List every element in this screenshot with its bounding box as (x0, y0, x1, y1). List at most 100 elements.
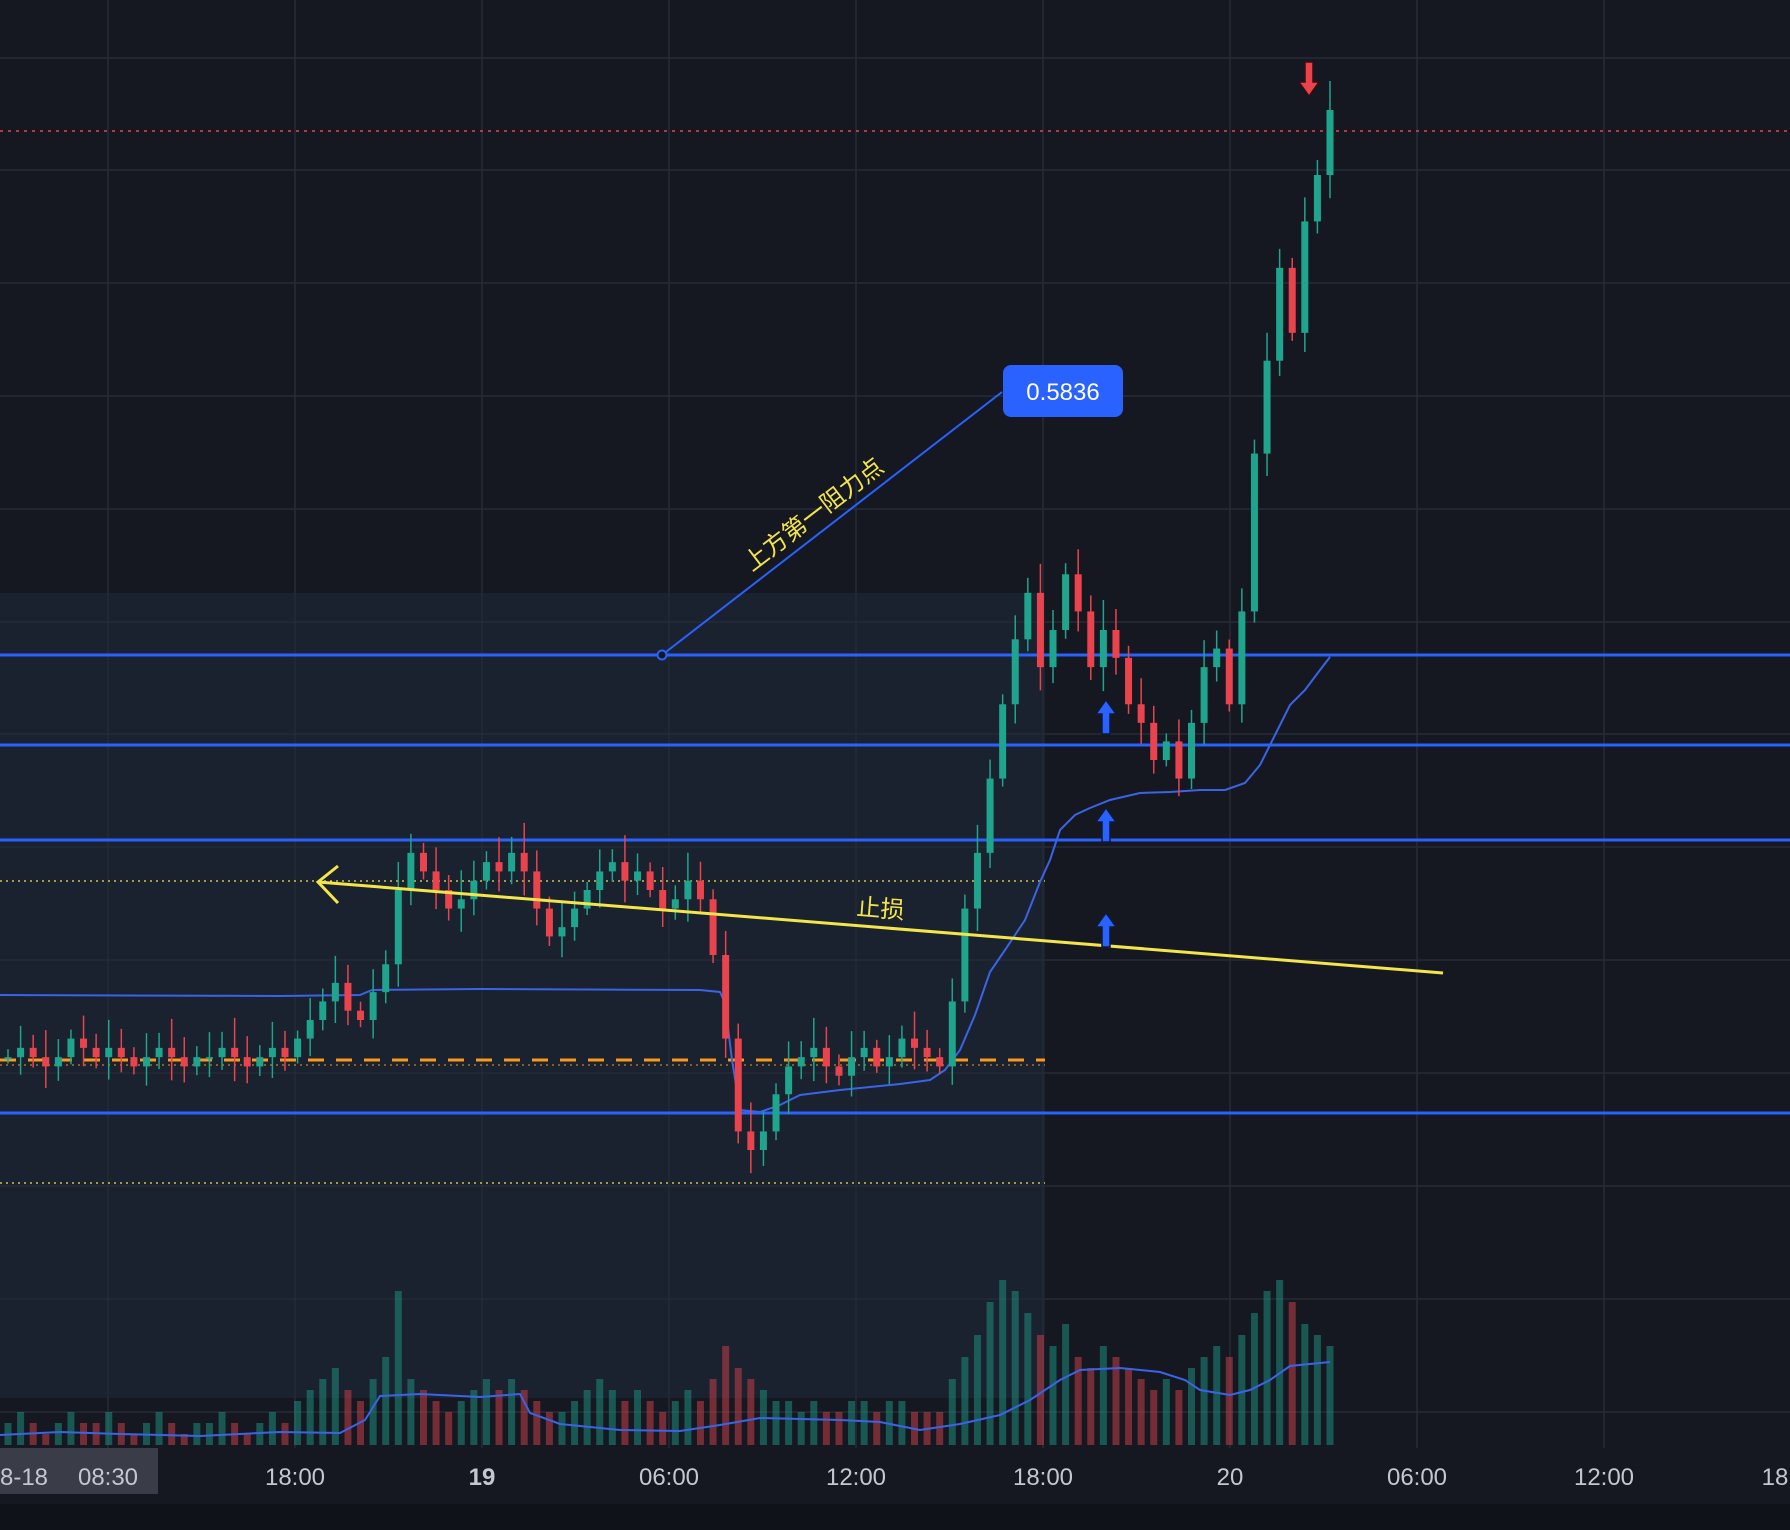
volume-bar (1099, 1346, 1107, 1445)
volume-bar (1276, 1280, 1284, 1445)
volume-bar (294, 1401, 302, 1445)
candle (281, 1030, 289, 1071)
volume-bar (1074, 1357, 1082, 1445)
candle (558, 901, 566, 958)
volume-bar (1175, 1390, 1183, 1445)
volume-bar (747, 1379, 755, 1445)
volume-bar (1301, 1324, 1309, 1445)
candle (873, 1039, 881, 1073)
candle (1188, 709, 1196, 789)
candle (1263, 332, 1271, 476)
crosshair-date-label-bg (0, 1448, 158, 1494)
volume-bar (243, 1434, 251, 1445)
candle (369, 969, 377, 1039)
volume-bar (848, 1401, 856, 1445)
volume-bar (898, 1401, 906, 1445)
stop-loss-line[interactable] (317, 880, 1444, 975)
up-arrow-icon[interactable] (1094, 806, 1118, 843)
candle (785, 1041, 793, 1115)
volume-bar (445, 1412, 453, 1445)
candle (1049, 610, 1057, 684)
volume-bar (696, 1401, 704, 1445)
candle (457, 870, 465, 932)
candle (394, 862, 402, 987)
volume-bar (948, 1379, 956, 1445)
candle (885, 1035, 893, 1085)
candle (1099, 600, 1107, 692)
candle (722, 931, 730, 1058)
candle (117, 1028, 125, 1073)
up-arrow-icon[interactable] (1094, 698, 1118, 735)
resistance-anchor-point[interactable] (656, 649, 668, 661)
candle (508, 836, 516, 885)
candle (407, 833, 415, 906)
candle (218, 1031, 226, 1070)
volume-bar (130, 1434, 138, 1445)
volume-bar (734, 1368, 742, 1445)
time-axis-tick-label: 12:00 (826, 1464, 886, 1491)
volume-bar (419, 1390, 427, 1445)
candle (986, 759, 994, 869)
volume-bar (369, 1379, 377, 1445)
volume-bar (1250, 1313, 1258, 1445)
volume-bar (306, 1390, 314, 1445)
volume-bar (1225, 1357, 1233, 1445)
volume-bar (583, 1390, 591, 1445)
candle (256, 1045, 264, 1077)
volume-bar (1112, 1357, 1120, 1445)
candle (608, 849, 616, 882)
volume-bar (193, 1423, 201, 1445)
volume-bar (659, 1412, 667, 1445)
candle (130, 1047, 138, 1075)
time-axis[interactable]: 8-18 08:30 18:00 19 06:00 12:00 18:00 20 06:00 12… (0, 1464, 1788, 1491)
candle (1250, 439, 1258, 623)
volume-bar (772, 1401, 780, 1445)
volume-bar (1125, 1368, 1133, 1445)
price-tag[interactable]: 0.5836 (1003, 365, 1123, 417)
candle (1175, 719, 1183, 797)
candle (1062, 563, 1070, 639)
volume-bar (17, 1412, 25, 1445)
candle (445, 875, 453, 921)
volume-bar (80, 1423, 88, 1445)
candle (193, 1046, 201, 1076)
down-arrow-icon[interactable] (1297, 61, 1321, 98)
volume-bar (1213, 1346, 1221, 1445)
volume-bar (558, 1412, 566, 1445)
volume-bar (533, 1401, 541, 1445)
candle (1326, 81, 1334, 199)
candle (759, 1111, 767, 1166)
volume-bar (1036, 1335, 1044, 1445)
candle (822, 1026, 830, 1084)
volume-bar (571, 1401, 579, 1445)
volume-bar (67, 1412, 75, 1445)
candle (482, 851, 490, 890)
volume-bar (608, 1390, 616, 1445)
candle (105, 1019, 113, 1080)
candle (231, 1017, 239, 1082)
candle (848, 1031, 856, 1097)
candle (596, 849, 604, 908)
volume-bar (1011, 1291, 1019, 1445)
candle (80, 1015, 88, 1067)
candle (382, 950, 390, 1004)
candle (973, 824, 981, 931)
volume-bar (407, 1379, 415, 1445)
candle (495, 837, 503, 892)
time-axis-tick-label: 18:00 (1013, 1464, 1073, 1491)
candle (1301, 197, 1309, 353)
volume-bar (1288, 1302, 1296, 1445)
time-axis-tick-label: 18 (1762, 1464, 1789, 1491)
volume-bar (671, 1401, 679, 1445)
volume-bars (4, 1280, 1334, 1445)
candle (92, 1033, 100, 1069)
candle (520, 822, 528, 896)
up-arrow-icon[interactable] (1094, 911, 1118, 948)
candle (357, 1001, 365, 1028)
candle (306, 998, 314, 1057)
time-axis-tick-label: 19 (469, 1464, 496, 1491)
candle (936, 1048, 944, 1074)
volume-bar (621, 1401, 629, 1445)
candle (319, 988, 327, 1031)
